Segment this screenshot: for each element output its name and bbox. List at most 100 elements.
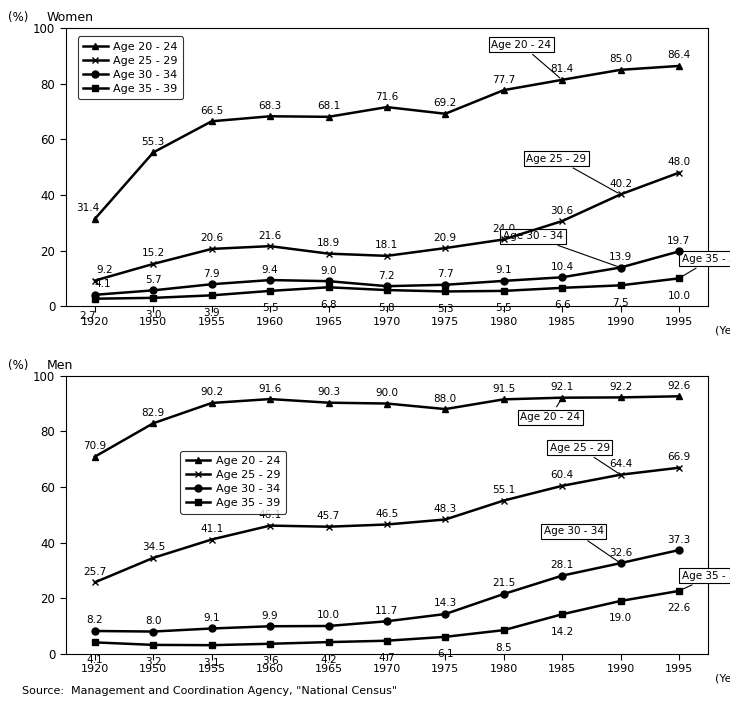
Text: 20.6: 20.6 bbox=[200, 233, 223, 243]
Text: 20.9: 20.9 bbox=[434, 233, 457, 243]
Text: 86.4: 86.4 bbox=[667, 51, 691, 60]
Text: 77.7: 77.7 bbox=[492, 75, 515, 84]
Text: 7.9: 7.9 bbox=[204, 269, 220, 278]
Text: 3.0: 3.0 bbox=[145, 310, 161, 321]
Legend: Age 20 - 24, Age 25 - 29, Age 30 - 34, Age 35 - 39: Age 20 - 24, Age 25 - 29, Age 30 - 34, A… bbox=[77, 37, 183, 99]
Text: 21.6: 21.6 bbox=[258, 231, 282, 240]
Text: Men: Men bbox=[47, 359, 73, 372]
Text: 31.4: 31.4 bbox=[77, 203, 99, 213]
Legend: Age 20 - 24, Age 25 - 29, Age 30 - 34, Age 35 - 39: Age 20 - 24, Age 25 - 29, Age 30 - 34, A… bbox=[180, 451, 286, 514]
Text: 71.6: 71.6 bbox=[375, 91, 399, 101]
Text: 10.4: 10.4 bbox=[550, 262, 574, 272]
Text: 91.6: 91.6 bbox=[258, 384, 282, 394]
Text: 5.5: 5.5 bbox=[262, 304, 278, 314]
Text: 88.0: 88.0 bbox=[434, 394, 457, 404]
Text: 68.1: 68.1 bbox=[317, 101, 340, 111]
Text: 4.7: 4.7 bbox=[379, 653, 395, 663]
Text: 18.1: 18.1 bbox=[375, 240, 399, 250]
Text: Women: Women bbox=[47, 11, 93, 25]
Text: 64.4: 64.4 bbox=[609, 459, 632, 469]
Text: 46.1: 46.1 bbox=[258, 510, 282, 520]
Text: 4.1: 4.1 bbox=[87, 655, 103, 665]
Text: (Year): (Year) bbox=[715, 325, 730, 335]
Text: 92.2: 92.2 bbox=[609, 382, 632, 392]
Text: 14.2: 14.2 bbox=[550, 627, 574, 637]
Text: Age 30 - 34: Age 30 - 34 bbox=[544, 527, 618, 562]
Text: 48.0: 48.0 bbox=[667, 157, 691, 167]
Text: 3.1: 3.1 bbox=[204, 658, 220, 668]
Text: 7.7: 7.7 bbox=[437, 269, 453, 279]
Text: 85.0: 85.0 bbox=[609, 54, 632, 64]
Text: 41.1: 41.1 bbox=[200, 524, 223, 534]
Text: 3.2: 3.2 bbox=[145, 657, 161, 667]
Text: Age 20 - 24: Age 20 - 24 bbox=[520, 400, 580, 423]
Text: 46.5: 46.5 bbox=[375, 509, 399, 519]
Text: 55.3: 55.3 bbox=[142, 137, 165, 147]
Text: 8.0: 8.0 bbox=[145, 616, 161, 626]
Text: 25.7: 25.7 bbox=[83, 567, 107, 576]
Text: 90.2: 90.2 bbox=[200, 387, 223, 397]
Text: 32.6: 32.6 bbox=[609, 548, 632, 557]
Text: 6.8: 6.8 bbox=[320, 299, 337, 310]
Text: 21.5: 21.5 bbox=[492, 579, 515, 588]
Text: 11.7: 11.7 bbox=[375, 606, 399, 616]
Text: Source:  Management and Coordination Agency, "National Census": Source: Management and Coordination Agen… bbox=[22, 686, 397, 696]
Text: 8.2: 8.2 bbox=[87, 615, 103, 626]
Text: 34.5: 34.5 bbox=[142, 542, 165, 553]
Text: 45.7: 45.7 bbox=[317, 511, 340, 521]
Text: 60.4: 60.4 bbox=[550, 470, 574, 480]
Text: 8.5: 8.5 bbox=[496, 643, 512, 652]
Text: 7.2: 7.2 bbox=[379, 271, 395, 280]
Text: 69.2: 69.2 bbox=[434, 98, 457, 108]
Text: Age 35 - 39: Age 35 - 39 bbox=[681, 254, 730, 277]
Text: 10.0: 10.0 bbox=[317, 610, 340, 621]
Text: 24.0: 24.0 bbox=[492, 224, 515, 234]
Text: 30.6: 30.6 bbox=[550, 205, 574, 216]
Text: 48.3: 48.3 bbox=[434, 504, 457, 514]
Text: 90.3: 90.3 bbox=[317, 387, 340, 397]
Text: 9.2: 9.2 bbox=[96, 265, 113, 275]
Text: 18.9: 18.9 bbox=[317, 238, 340, 248]
Text: 6.6: 6.6 bbox=[554, 300, 570, 310]
Text: (%): (%) bbox=[8, 11, 28, 25]
Text: 82.9: 82.9 bbox=[142, 408, 165, 418]
Text: 6.1: 6.1 bbox=[437, 650, 453, 659]
Text: 70.9: 70.9 bbox=[83, 441, 107, 451]
Text: 19.7: 19.7 bbox=[667, 236, 691, 246]
Text: (%): (%) bbox=[8, 359, 28, 372]
Text: 40.2: 40.2 bbox=[609, 179, 632, 189]
Text: 9.1: 9.1 bbox=[496, 265, 512, 276]
Text: 55.1: 55.1 bbox=[492, 485, 515, 495]
Text: 9.0: 9.0 bbox=[320, 266, 337, 276]
Text: 4.2: 4.2 bbox=[320, 654, 337, 664]
Text: 5.8: 5.8 bbox=[379, 302, 395, 313]
Text: Age 25 - 29: Age 25 - 29 bbox=[526, 153, 618, 193]
Text: 3.6: 3.6 bbox=[262, 657, 278, 666]
Text: 19.0: 19.0 bbox=[609, 614, 632, 624]
Text: 5.5: 5.5 bbox=[496, 304, 512, 314]
Text: Age 30 - 34: Age 30 - 34 bbox=[503, 231, 618, 266]
Text: Age 25 - 29: Age 25 - 29 bbox=[550, 443, 618, 473]
Text: 13.9: 13.9 bbox=[609, 252, 632, 262]
Text: 68.3: 68.3 bbox=[258, 101, 282, 110]
Text: 92.1: 92.1 bbox=[550, 382, 574, 392]
Text: 9.1: 9.1 bbox=[204, 613, 220, 623]
Text: 4.1: 4.1 bbox=[95, 279, 112, 289]
Text: 91.5: 91.5 bbox=[492, 384, 515, 394]
Text: 14.3: 14.3 bbox=[434, 598, 457, 609]
Text: 90.0: 90.0 bbox=[375, 388, 399, 398]
Text: 66.5: 66.5 bbox=[200, 105, 223, 116]
Text: 22.6: 22.6 bbox=[667, 603, 691, 614]
Text: (Year): (Year) bbox=[715, 673, 730, 683]
Text: Age 20 - 24: Age 20 - 24 bbox=[491, 39, 560, 78]
Text: Age 35 - 39: Age 35 - 39 bbox=[681, 571, 730, 590]
Text: 37.3: 37.3 bbox=[667, 534, 691, 545]
Text: 28.1: 28.1 bbox=[550, 560, 574, 570]
Text: 15.2: 15.2 bbox=[142, 248, 165, 259]
Text: 81.4: 81.4 bbox=[550, 64, 574, 75]
Text: 2.7: 2.7 bbox=[80, 311, 96, 321]
Text: 66.9: 66.9 bbox=[667, 452, 691, 462]
Text: 92.6: 92.6 bbox=[667, 381, 691, 391]
Text: 7.5: 7.5 bbox=[612, 298, 629, 308]
Text: 9.4: 9.4 bbox=[262, 264, 278, 274]
